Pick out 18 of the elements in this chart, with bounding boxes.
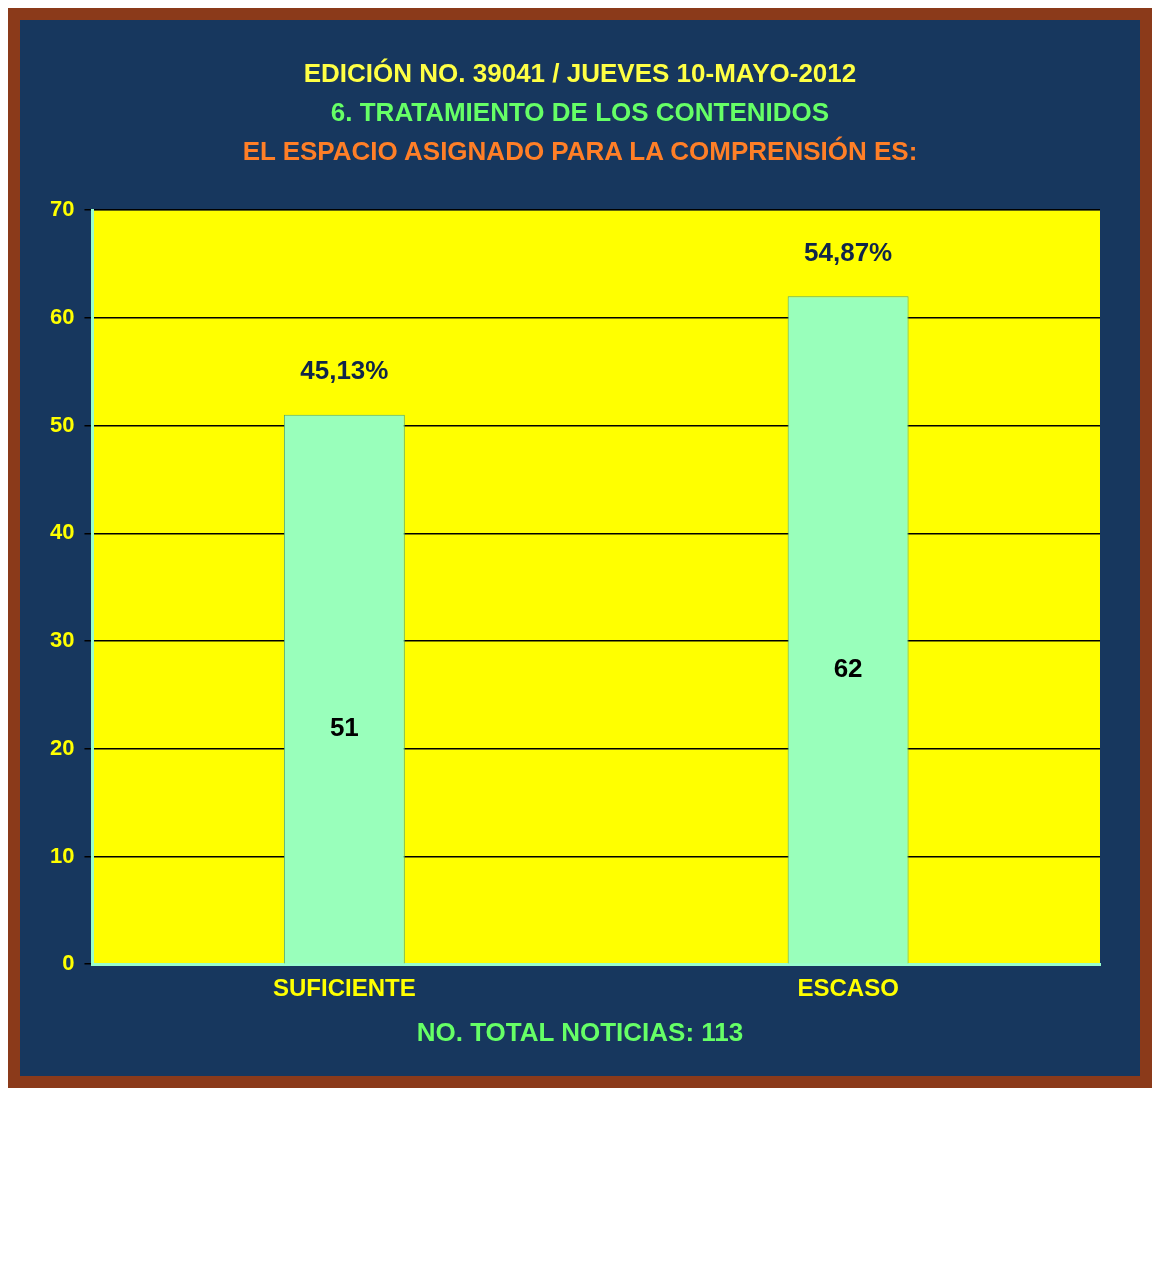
x-tick-label: ESCASO — [797, 974, 899, 1002]
y-tick-label: 20 — [49, 734, 75, 760]
y-tick-label: 50 — [49, 411, 75, 437]
text: NO. TOTAL NOTICIAS: 113 — [415, 1017, 745, 1048]
text: EL ESPACIO ASIGNADO PARA LA COMPRENSIÓN ES: — [241, 136, 919, 167]
y-tick-label: 70 — [49, 196, 75, 222]
x-tick-label: SUFICIENTE — [273, 974, 416, 1002]
chart-subtitle: 6. TRATAMIENTO DE LOS CONTENIDOS — [329, 97, 831, 128]
data-label: 51 — [329, 712, 359, 743]
y-tick-label: 40 — [49, 519, 75, 545]
annotation: 45,13% — [300, 355, 389, 386]
chart-title: EDICIÓN NO. 39041 / JUEVES 10-MAYO-2012 — [302, 58, 858, 89]
y-tick-label: 0 — [62, 950, 75, 976]
annotation: 54,87% — [804, 236, 893, 267]
y-tick-label: 30 — [49, 627, 75, 653]
y-tick-label: 60 — [49, 303, 75, 329]
data-label: 62 — [833, 653, 863, 684]
y-tick-label: 10 — [49, 842, 75, 868]
